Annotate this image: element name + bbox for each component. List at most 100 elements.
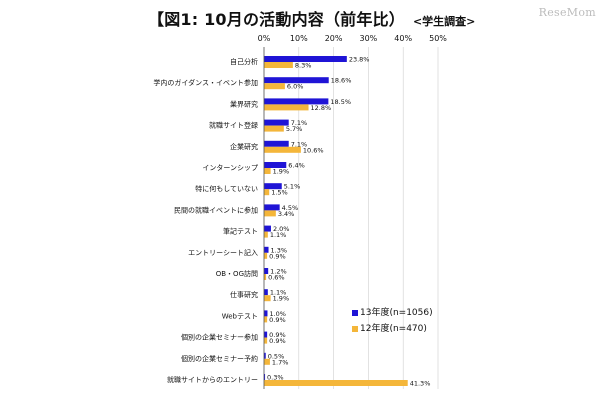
bar-2012: [264, 358, 270, 365]
category-label: エントリーシート記入: [188, 248, 258, 257]
value-label-2013: 0.5%: [268, 352, 285, 360]
legend-swatch-2013: [352, 310, 358, 316]
bar-2013: [264, 289, 268, 296]
value-label-2013: 2.0%: [273, 225, 290, 233]
value-label-2012: 1.5%: [271, 189, 288, 197]
bar-2013: [264, 56, 347, 62]
bars: [264, 56, 408, 386]
bar-2012: [264, 168, 271, 174]
category-label: Webテスト: [222, 312, 258, 320]
value-label-2012: 10.6%: [303, 146, 324, 154]
value-label-2012: 12.8%: [311, 104, 332, 112]
category-label: 個別の企業セミナー参加: [181, 333, 258, 342]
value-label-2013: 18.6%: [331, 77, 352, 85]
bar-2013: [264, 331, 268, 338]
legend-item-2012: 12年度(n=470): [352, 321, 433, 337]
value-label-2013: 1.1%: [270, 289, 287, 297]
value-label-2012: 41.3%: [410, 380, 431, 388]
category-label: 個別の企業セミナー予約: [181, 354, 258, 363]
legend-label-2013: 13年度(n=1056): [360, 308, 433, 318]
bar-2012: [264, 231, 268, 238]
value-label-2012: 1.9%: [273, 295, 290, 303]
category-label: 特に何もしていない: [195, 184, 258, 193]
x-axis-ticks: 0% 10% 20% 30% 40% 50%: [258, 34, 448, 43]
bar-2012: [264, 274, 267, 280]
value-label-2013: 7.1%: [291, 140, 308, 148]
category-label: 自己分析: [230, 57, 258, 66]
category-label: 就職サイトからのエントリー: [167, 375, 258, 384]
category-label: 学内のガイダンス・イベント参加: [153, 78, 258, 87]
bar-2013: [264, 183, 282, 190]
x-tick-label: 30%: [360, 34, 378, 43]
bar-2012: [264, 189, 270, 196]
bar-2013: [264, 162, 287, 168]
bar-2012: [264, 337, 268, 344]
category-label: 仕事研究: [230, 290, 258, 299]
chart-title: 【図1: 10月の活動内容（前年比） <学生調査>: [148, 6, 475, 30]
value-labels: 23.8%8.3%18.6%6.0%18.5%12.8%7.1%5.7%7.1%…: [267, 56, 430, 388]
value-label-2013: 4.5%: [282, 204, 299, 212]
value-label-2012: 1.1%: [270, 231, 287, 239]
category-label: 企業研究: [230, 142, 258, 151]
value-label-2013: 23.8%: [349, 56, 370, 64]
value-label-2012: 0.9%: [269, 337, 286, 345]
legend-label-2012: 12年度(n=470): [360, 324, 427, 334]
bar-2012: [264, 210, 276, 217]
bar-2013: [264, 310, 268, 317]
category-label: インターンシップ: [202, 163, 258, 172]
chart-title-main: 【図1: 10月の活動内容（前年比）: [148, 10, 405, 29]
x-tick-label: 50%: [429, 34, 447, 43]
value-label-2012: 3.4%: [278, 210, 295, 218]
value-label-2012: 0.9%: [269, 252, 286, 260]
bar-2013: [264, 119, 289, 126]
bar-2012: [264, 125, 284, 132]
value-label-2013: 1.2%: [270, 268, 287, 276]
bar-2013: [264, 374, 266, 380]
value-label-2012: 5.7%: [286, 125, 303, 133]
category-label: 就職サイト登録: [209, 121, 258, 130]
bar-2013: [264, 246, 269, 253]
x-tick-label: 40%: [394, 34, 412, 43]
category-labels: 自己分析学内のガイダンス・イベント参加業界研究就職サイト登録企業研究インターンシ…: [153, 57, 258, 384]
value-label-2012: 0.9%: [269, 316, 286, 324]
bar-2012: [264, 380, 408, 386]
value-label-2013: 0.9%: [269, 331, 286, 339]
x-tick-label: 10%: [290, 34, 308, 43]
category-label: OB・OG訪問: [216, 269, 258, 278]
bar-2013: [264, 77, 329, 84]
value-label-2012: 6.0%: [287, 83, 304, 91]
category-label: 民間の就職イベントに参加: [174, 205, 258, 214]
bar-2012: [264, 295, 271, 302]
bar-2012: [264, 316, 268, 323]
watermark-logo: ReseMom: [538, 6, 596, 19]
value-label-2012: 0.6%: [268, 274, 285, 282]
value-label-2013: 7.1%: [291, 119, 308, 127]
bar-2013: [264, 268, 269, 274]
bar-2012: [264, 83, 285, 90]
legend-swatch-2012: [352, 326, 358, 332]
value-label-2012: 1.7%: [272, 358, 289, 366]
value-label-2013: 18.5%: [330, 98, 351, 106]
chart-title-sub: <学生調査>: [412, 15, 476, 28]
bar-2013: [264, 98, 329, 105]
value-label-2013: 6.4%: [288, 162, 305, 170]
value-label-2013: 0.3%: [267, 374, 284, 382]
legend: 13年度(n=1056) 12年度(n=470): [352, 305, 433, 337]
value-label-2013: 1.3%: [271, 246, 288, 254]
legend-item-2013: 13年度(n=1056): [352, 305, 433, 321]
bar-2012: [264, 146, 301, 153]
category-label: 筆記テスト: [223, 227, 258, 236]
bar-2013: [264, 352, 266, 359]
x-tick-label: 0%: [258, 34, 271, 43]
value-label-2013: 1.0%: [269, 310, 286, 318]
value-label-2012: 1.9%: [273, 168, 290, 176]
bar-2013: [264, 204, 280, 211]
value-label-2013: 5.1%: [284, 183, 301, 191]
x-tick-label: 20%: [325, 34, 343, 43]
value-label-2012: 8.3%: [295, 62, 312, 70]
bar-2012: [264, 252, 268, 259]
category-label: 業界研究: [230, 99, 258, 108]
bar-2013: [264, 225, 271, 232]
